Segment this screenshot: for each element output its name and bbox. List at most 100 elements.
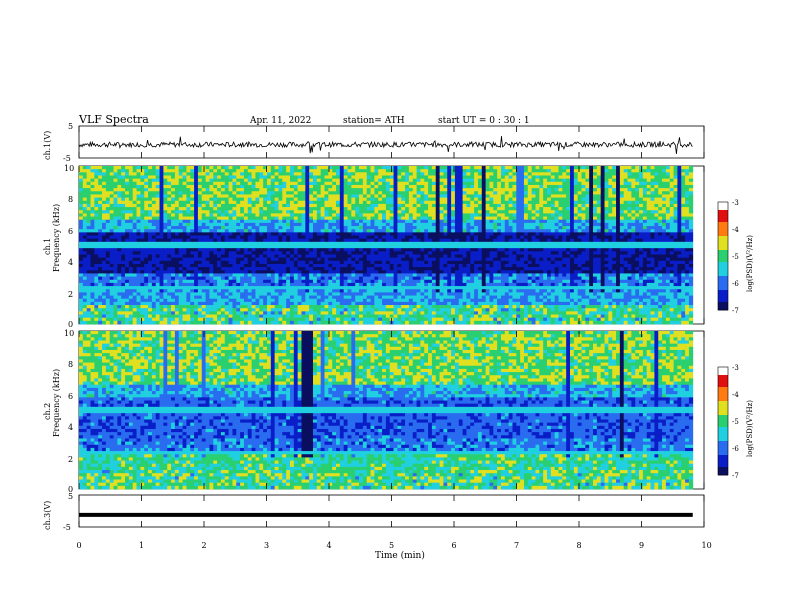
spectrogram-cell: [593, 232, 598, 236]
spectrogram-cell: [94, 222, 99, 227]
spectrogram-cell: [312, 207, 318, 211]
spectrogram-cell: [642, 235, 648, 240]
spectrogram-cell: [148, 200, 153, 205]
spectrogram-cell: [562, 181, 567, 186]
spectrogram-cell: [259, 235, 264, 240]
spectrogram-cell: [405, 226, 410, 230]
spectrogram-cell: [121, 263, 126, 268]
spectrogram-cell: [117, 226, 122, 230]
spectrogram-cell: [500, 191, 506, 195]
spectrogram-cell: [378, 216, 383, 221]
spectrogram-cell: [247, 235, 253, 240]
spectrogram-cell: [516, 172, 521, 176]
spectrogram-cell: [485, 251, 490, 255]
spectrogram-cell: [205, 248, 210, 252]
spectrogram-cell: [447, 222, 452, 227]
spectrogram-cell: [105, 260, 111, 265]
spectrogram-cell: [435, 169, 440, 173]
spectrogram-cell: [117, 169, 122, 173]
spectrogram-cell: [205, 229, 210, 233]
spectrogram-cell: [155, 235, 160, 240]
spectrogram-cell: [182, 235, 187, 240]
spectrogram-cell: [220, 226, 226, 230]
spectrogram-cell: [385, 229, 391, 233]
spectrogram-cell: [79, 222, 84, 227]
spectrogram-cell: [489, 216, 494, 221]
spectrogram-cell: [416, 241, 421, 246]
spectrogram-cell: [481, 235, 487, 240]
spectrogram-cell: [312, 181, 318, 186]
spectrogram-cell: [535, 229, 540, 233]
spectrogram-cell: [240, 245, 245, 249]
spectrogram-cell: [462, 194, 467, 198]
spectrogram-cell: [646, 207, 651, 211]
spectrogram-cell: [500, 200, 506, 205]
spectrogram-cell: [562, 169, 567, 173]
spectrogram-cell: [550, 191, 556, 195]
spectrogram-cell: [339, 241, 345, 246]
spectrogram-cell: [685, 260, 690, 265]
spectrogram-cell: [328, 203, 333, 208]
spectrogram-cell: [612, 226, 617, 230]
spectrogram-cell: [635, 178, 640, 183]
spectrogram-cell: [343, 184, 348, 189]
spectrogram-cell: [171, 254, 176, 259]
spectrogram-cell: [420, 232, 425, 236]
spectrogram-cell: [102, 235, 107, 240]
spectrogram-cell: [339, 169, 345, 173]
spectrogram-cell: [401, 172, 406, 176]
spectrogram-cell: [286, 207, 291, 211]
spectrogram-cell: [240, 257, 245, 262]
spectrogram-cell: [527, 181, 533, 186]
spectrogram-cell: [631, 235, 636, 240]
spectrogram-cell: [351, 241, 356, 246]
spectrogram-cell: [316, 260, 322, 265]
spectrogram-cell: [263, 219, 268, 224]
spectrogram-cell: [435, 248, 440, 252]
spectrogram-cell: [247, 245, 253, 249]
spectrogram-cell: [266, 260, 272, 265]
spectrogram-cell: [508, 200, 513, 205]
spectrogram-cell: [213, 200, 218, 205]
spectrogram-cell: [205, 222, 210, 227]
spectrogram-cell: [669, 219, 674, 224]
spectrogram-cell: [639, 181, 644, 186]
spectrogram-cell: [608, 222, 613, 227]
spectrogram-cell: [665, 219, 671, 224]
spectrogram-cell: [86, 207, 91, 211]
spectrogram-cell: [136, 203, 141, 208]
spectrogram-cell: [623, 257, 628, 262]
spectrogram-cell: [378, 169, 383, 173]
spectrogram-cell: [117, 254, 122, 259]
spectrogram-cell: [443, 169, 448, 173]
spectrogram-cell: [125, 197, 130, 202]
spectrogram-cell: [470, 245, 475, 249]
spectrogram-cell: [136, 260, 141, 265]
spectrogram-cell: [562, 203, 567, 208]
spectrogram-cell: [90, 248, 95, 252]
spectrogram-cell: [174, 184, 180, 189]
spectrogram-cell: [301, 232, 306, 236]
spectrogram-cell: [224, 232, 230, 236]
spectrogram-cell: [658, 226, 663, 230]
spectrogram-cell: [378, 191, 383, 195]
spectrogram-cell: [86, 232, 91, 236]
spectrogram-cell: [589, 257, 594, 262]
spectrogram-cell: [140, 184, 145, 189]
spectrogram-cell: [90, 194, 95, 198]
spectrogram-cell: [585, 216, 590, 221]
spectrogram-cell: [420, 194, 425, 198]
spectrogram-cell: [128, 181, 134, 186]
spectrogram-cell: [673, 194, 678, 198]
spectrogram-cell: [593, 222, 598, 227]
spectrogram-cell: [102, 184, 107, 189]
spectrogram-cell: [128, 197, 134, 202]
spectrogram-cell: [148, 207, 153, 211]
spectrogram-cell: [604, 188, 609, 192]
spectrogram-cell: [593, 197, 598, 202]
spectrogram-cell: [608, 191, 613, 195]
spectrogram-cell: [263, 175, 268, 180]
spectrogram-cell: [243, 194, 249, 198]
spectrogram-cell: [646, 169, 651, 173]
spectrogram-cell: [213, 210, 218, 214]
